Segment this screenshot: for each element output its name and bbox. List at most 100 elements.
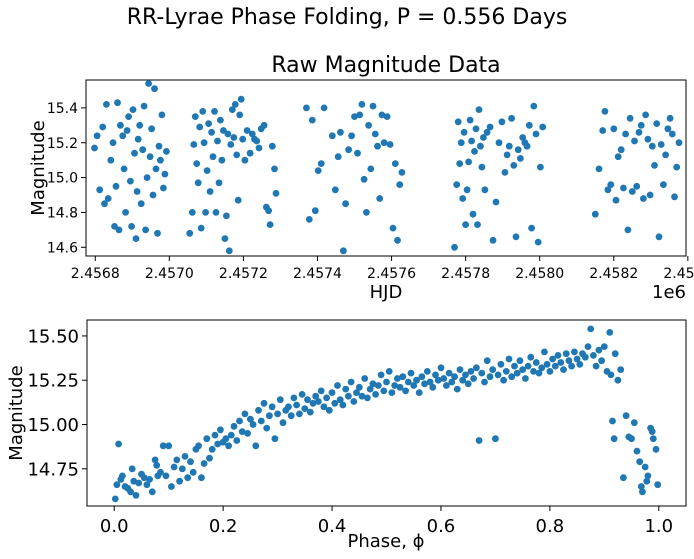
phase-y-tick-label: 15.00 [27,415,79,436]
raw-data-point [394,236,401,244]
raw-data-point [126,177,134,185]
phase-data-point [609,417,616,425]
phase-data-point [636,458,644,466]
raw-data-point [215,179,223,187]
phase-data-point [119,472,126,480]
raw-data-point [109,139,117,147]
phase-data-point [413,376,420,384]
raw-data-point [655,233,663,241]
phase-data-point [361,375,369,382]
raw-data-point [117,121,124,129]
phase-data-point [511,362,518,370]
raw-data-point [617,146,625,154]
phase-data-point [331,399,339,407]
raw-data-point [457,139,465,147]
phase-data-point [276,396,284,404]
phase-y-axis-label: Magnitude [6,365,27,460]
phase-data-point [546,368,554,375]
raw-data-point [149,191,157,199]
raw-data-point [660,181,667,189]
phase-data-point [394,375,401,382]
phase-data-point [560,366,567,373]
raw-data-point [363,209,370,216]
phase-data-point [366,385,374,393]
raw-data-point [101,200,108,208]
raw-data-point [664,125,672,133]
raw-data-point [666,114,674,122]
phase-data-point [146,476,154,483]
raw-data-point [160,184,167,192]
raw-data-point [112,182,120,190]
phase-x-tick-label: 1.0 [644,516,673,537]
raw-y-tick-label: 15.2 [47,136,78,152]
phase-data-point [481,378,488,386]
phase-data-point [203,435,211,443]
raw-data-point [218,156,226,164]
phase-data-point [614,376,622,384]
phase-data-point [524,362,532,370]
raw-data-point [107,156,115,164]
phase-data-point [328,389,336,396]
raw-data-point [376,195,384,202]
raw-data-point [266,221,274,229]
phase-data-point [350,398,358,405]
phase-data-point [549,355,556,363]
raw-data-point [119,132,127,140]
raw-data-point [512,233,520,241]
raw-x-axis-ticks: 2.4568 2.4570 2.4572 2.4574 2.4576 2.4578 2.45… [71,256,694,282]
raw-data-point [386,141,394,148]
raw-data-point [224,130,232,138]
phase-data-point [184,474,192,482]
phase-data-point [315,398,322,405]
phase-data-point [189,468,197,476]
raw-data-point [624,226,632,234]
raw-data-point [356,111,364,119]
phase-data-point [527,353,535,361]
raw-data-point [462,221,469,229]
raw-x-tick-label: 2.4570 [145,266,194,282]
raw-data-point [599,127,607,134]
raw-data-point [221,235,229,243]
phase-data-point [475,437,483,444]
phase-data-point [557,359,565,366]
phase-data-point [581,353,589,361]
phase-data-point [478,369,486,377]
phase-data-point [462,371,469,379]
phase-data-point [208,445,216,453]
raw-data-point [477,142,484,150]
phase-data-point [279,419,287,427]
phase-data-point [639,488,646,496]
phase-data-point [151,456,159,464]
raw-data-point [191,113,199,120]
phase-data-point [385,368,393,375]
raw-data-point [657,141,665,148]
raw-x-tick-label: 2.4580 [515,266,564,282]
phase-data-point [535,369,543,377]
raw-data-point [653,120,661,127]
raw-data-point [157,156,164,164]
phase-y-axis-ticks: 14.75 15.00 15.25 15.50 [27,326,87,480]
raw-data-point [158,111,166,119]
phase-data-point [426,378,434,386]
raw-data-point [532,130,540,138]
raw-data-point [369,102,377,110]
phase-data-point [522,375,529,382]
phase-folded-chart: 0.0 0.2 0.4 0.6 0.8 1.0 14.7515.0015.2515.50 … [6,319,687,552]
phase-data-point [111,495,119,503]
phase-data-point [153,461,161,469]
raw-data-point [517,155,524,162]
raw-data-point [123,127,131,134]
raw-data-point [501,169,509,176]
phase-data-point [633,447,641,455]
raw-data-point [640,195,647,202]
phase-data-point [168,483,175,490]
phase-data-point [290,394,298,402]
phase-data-point [641,463,649,471]
phase-data-point [470,375,477,382]
raw-data-point [114,99,121,107]
phase-data-point [516,357,524,365]
raw-data-point [334,153,342,161]
raw-data-point [451,243,458,251]
phase-data-point [325,406,333,414]
phase-data-point [374,382,382,389]
